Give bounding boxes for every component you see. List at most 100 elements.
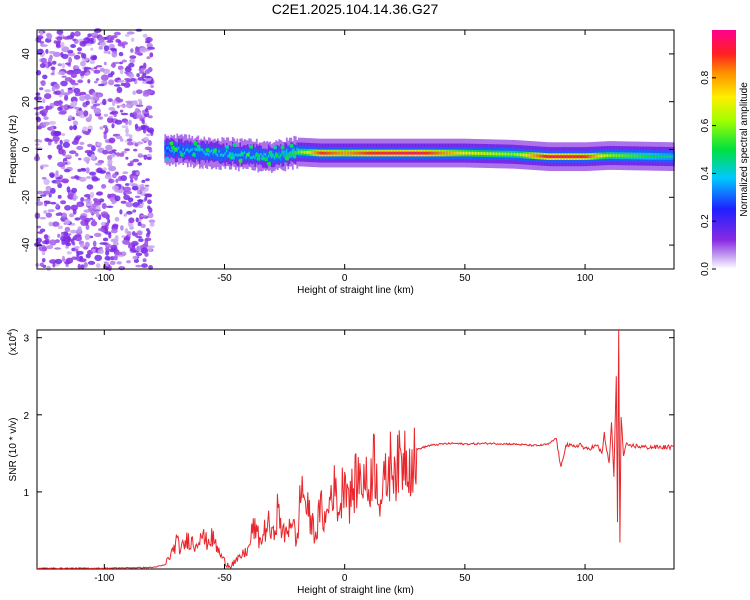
spectrogram-cell [669, 155, 672, 159]
spectrogram-cell [428, 151, 431, 155]
spectrogram-cell [200, 149, 203, 156]
spectrogram-cell [221, 153, 224, 157]
spectrogram-cell [350, 151, 353, 155]
spectrogram-cell [110, 62, 117, 68]
spectrogram-cell [150, 85, 155, 88]
spectrogram-cell [492, 152, 495, 156]
spectrogram-cell [98, 36, 105, 43]
y-tick-label: 3 [23, 334, 29, 345]
spectrogram-cell [579, 155, 582, 159]
spectrogram-cell [179, 150, 182, 154]
spectrogram-cell [282, 151, 285, 163]
spectrogram-cell [88, 37, 95, 42]
spectrogram-cell [333, 151, 336, 155]
spectrogram-cell [438, 151, 441, 155]
spectrogram-cell [93, 209, 101, 212]
figure-title: C2E1.2025.104.14.36.G27 [272, 1, 439, 17]
spectrogram-cell [90, 217, 93, 220]
spectrogram-cell [193, 141, 199, 146]
spectrogram-cell [578, 155, 581, 159]
spectrogram-cell [119, 209, 123, 215]
spectrogram-cell [122, 44, 126, 49]
spectrogram-cell [127, 231, 132, 236]
spectrogram-cell [144, 146, 152, 151]
spectrogram-cell [188, 150, 191, 153]
spectrogram-cell [130, 222, 134, 229]
spectrogram-cell [293, 152, 296, 155]
spectrogram-cell [96, 93, 103, 98]
spectrogram-cell [249, 150, 252, 157]
spectrogram-cell [84, 149, 93, 154]
spectrogram-cell [145, 193, 153, 198]
spectrogram-cell [125, 104, 131, 108]
spectrogram-cell [446, 151, 449, 155]
spectrogram-cell [40, 194, 47, 197]
spectrogram-cell [101, 203, 107, 209]
spectrogram-cell [318, 151, 321, 155]
spectrogram-cell [644, 154, 647, 158]
spectrogram-cell [596, 154, 599, 158]
spectrogram-cell [110, 228, 118, 234]
spectrogram-cell [129, 58, 136, 64]
spectrogram-cell [35, 92, 41, 96]
spectrogram-cell [55, 212, 61, 216]
spectrogram-cell [143, 154, 148, 160]
spectrogram-cell [164, 156, 170, 161]
spectrogram-cell [125, 201, 133, 208]
spectrogram-cell [109, 48, 117, 51]
spectrogram-cell [641, 154, 644, 158]
spectrogram-cell [36, 37, 42, 43]
spectrogram-cell [114, 61, 120, 65]
spectrogram-cell [72, 241, 76, 246]
spectrogram-cell [73, 65, 79, 70]
spectrogram-cell [539, 154, 542, 158]
spectrogram-cell [576, 155, 579, 159]
spectrogram-cell [645, 154, 648, 158]
spectrogram-cell [300, 150, 303, 154]
spectrogram-cell [501, 152, 504, 156]
spectrogram-cell [126, 210, 133, 215]
spectrogram-cell [216, 153, 219, 157]
spectrogram-cell [185, 148, 188, 152]
spectrogram-cell [36, 190, 44, 195]
spectrogram-cell [111, 35, 118, 39]
spectrogram-cell [135, 171, 140, 176]
spectrogram-cell [64, 154, 73, 158]
spectrogram-cell [280, 145, 286, 150]
snr-frame [36, 329, 675, 570]
spectrogram-cell [294, 150, 297, 154]
spectrogram-cell [142, 72, 147, 77]
spectrogram-cell [90, 56, 97, 61]
spectrogram-cell [128, 73, 135, 79]
y-tick-label: 0 [21, 146, 32, 152]
spectrogram-cell [347, 151, 350, 155]
spectrogram-cell [278, 155, 281, 159]
spectrogram-cell [212, 148, 218, 153]
spectrogram-cell [263, 157, 269, 162]
spectrogram-cell [426, 151, 429, 155]
spectrogram-cell [49, 172, 55, 178]
spectrogram-cell [549, 155, 552, 159]
spectrogram-cell [54, 258, 63, 264]
spectrogram-cell [42, 98, 46, 104]
spectrogram-cell [39, 216, 47, 220]
spectrogram-cell [252, 155, 255, 159]
spectrogram-x-axis-label: Height of straight line (km) [297, 285, 414, 296]
spectrogram-cell [512, 152, 515, 156]
x-tick-label: -100 [94, 273, 114, 284]
spectrogram-cell [144, 196, 148, 201]
spectrogram-cell [369, 151, 372, 155]
spectrogram-cell [615, 154, 618, 158]
spectrogram-cell [522, 153, 525, 157]
snr-series-line [36, 329, 675, 570]
spectrogram-cell [461, 151, 464, 155]
spectrogram-cell [108, 79, 115, 86]
spectrogram-cell [60, 80, 68, 87]
spectrogram-cell [668, 155, 671, 158]
y-tick-label: 1 [23, 488, 29, 499]
spectrogram-cell [90, 154, 96, 160]
spectrogram-cell [362, 151, 365, 155]
spectrogram-cell [383, 151, 386, 155]
spectrogram-cell [142, 33, 148, 38]
spectrogram-cell [557, 155, 560, 159]
